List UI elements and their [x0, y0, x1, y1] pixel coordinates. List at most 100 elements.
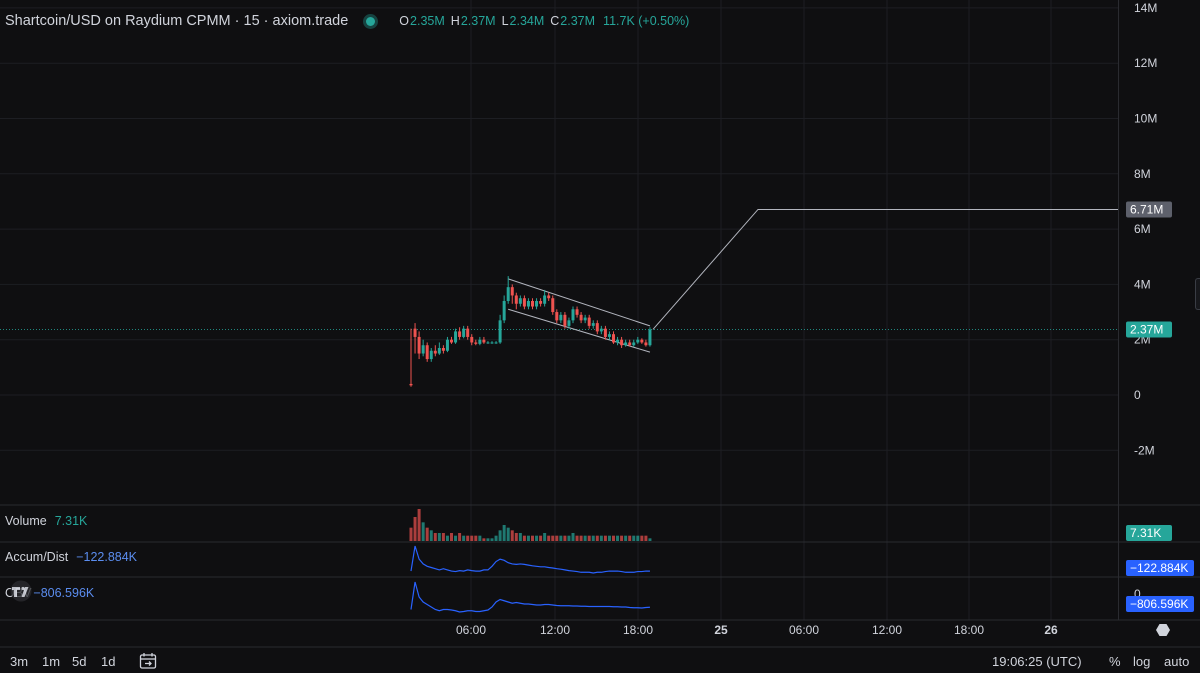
candle-body: [644, 342, 648, 346]
candle: [450, 336, 453, 344]
candle-body: [607, 334, 611, 337]
volume-bar: [466, 535, 470, 541]
candle-body: [474, 342, 478, 344]
volume-bar: [494, 535, 498, 541]
hexagon-settings-icon[interactable]: [1156, 623, 1170, 637]
volume-value: 7.31K: [54, 514, 88, 528]
high-value: 2.37M: [460, 14, 496, 28]
candle-body: [514, 295, 518, 304]
high-key: H: [450, 14, 460, 28]
accum-dist-pane-label[interactable]: Accum/Dist −122.884K: [5, 550, 137, 564]
volume-bar: [612, 535, 615, 541]
obv-axis-badge-bg: [1126, 596, 1194, 612]
candle-body: [433, 350, 437, 354]
candle: [559, 312, 563, 324]
candle-body: [478, 339, 482, 344]
volume-bar: [478, 535, 482, 541]
candle-body: [518, 298, 522, 304]
candle: [543, 289, 547, 307]
obv-value: −806.596K: [33, 586, 95, 600]
volume-bar: [547, 535, 551, 541]
candle-body: [502, 300, 506, 321]
candle-body: [571, 309, 575, 321]
candle-body: [624, 342, 628, 346]
candle: [607, 331, 611, 340]
accum-dist-axis-badge: −122.884K: [1126, 560, 1194, 576]
candle: [421, 339, 425, 357]
right-panel-toggle-handle[interactable]: [1195, 278, 1200, 310]
change-value: 11.7K (+0.50%): [603, 14, 690, 28]
candle: [531, 298, 534, 310]
candle: [583, 314, 587, 324]
volume-bar: [579, 535, 583, 541]
candle-body: [494, 342, 498, 344]
volume-bar: [409, 527, 413, 541]
candle-body: [587, 317, 591, 326]
candle: [506, 276, 510, 304]
candle-body: [551, 298, 555, 313]
candle-body: [441, 347, 445, 351]
volume-bar: [437, 533, 441, 541]
volume-bar: [603, 535, 607, 541]
candle: [510, 284, 514, 304]
volume-bar: [425, 527, 429, 541]
candle: [474, 339, 478, 346]
candle-body: [648, 329, 652, 346]
candle-body: [490, 342, 494, 344]
volume-bar: [433, 533, 437, 541]
calendar-goto-date-icon[interactable]: [139, 652, 157, 670]
volume-bar: [474, 535, 478, 541]
volume-bar: [648, 538, 652, 541]
candle-body: [628, 342, 632, 346]
time-tick-label: 18:00: [954, 623, 984, 637]
range-1m-button[interactable]: 1m: [42, 654, 61, 669]
price-tick-label: 12M: [1134, 56, 1157, 70]
volume-bar: [587, 535, 591, 541]
candle: [616, 336, 620, 346]
percent-scale-button[interactable]: %: [1109, 654, 1121, 669]
range-1d-button[interactable]: 1d: [101, 654, 116, 669]
open-key: O: [399, 14, 410, 28]
candle-body: [506, 287, 510, 301]
candle: [563, 312, 567, 329]
range-3m-button[interactable]: 3m: [10, 654, 29, 669]
candle: [462, 325, 466, 339]
candle-body: [482, 339, 486, 343]
range-5d-button[interactable]: 5d: [72, 654, 87, 669]
volume-bar: [413, 517, 417, 541]
candle-body: [563, 314, 567, 326]
volume-bar: [607, 535, 611, 541]
candlestick-series: [409, 276, 652, 387]
candle-body: [632, 342, 636, 346]
pane-separators: [0, 0, 1200, 648]
log-scale-button[interactable]: log: [1133, 654, 1151, 669]
candle-body: [575, 309, 579, 315]
open-value: 2.35M: [410, 14, 445, 28]
low-value: 2.34M: [509, 14, 545, 28]
symbol-title[interactable]: Shartcoin/USD on Raydium CPMM · 15 · axi…: [5, 13, 349, 29]
tradingview-logo-icon[interactable]: [6, 580, 36, 602]
indicator-series: [410, 545, 650, 613]
volume-bar: [514, 533, 518, 541]
volume-bar: [563, 535, 567, 541]
trend-line-price-badge-text: 6.71M: [1130, 202, 1163, 216]
auto-scale-button[interactable]: auto: [1164, 654, 1190, 669]
candle-body: [567, 320, 571, 326]
candle-body: [612, 334, 615, 343]
obv-axis-tick: 0: [1134, 587, 1141, 601]
volume-bar: [506, 527, 510, 541]
candle-body: [437, 347, 441, 354]
candle-body: [640, 339, 644, 343]
volume-bar: [441, 533, 445, 541]
utc-clock[interactable]: 19:06:25 (UTC): [992, 654, 1082, 669]
price-tick-label: 8M: [1134, 167, 1151, 181]
volume-pane-label[interactable]: Volume 7.31K: [5, 514, 87, 528]
obv-axis-badge: −806.596K: [1126, 596, 1194, 612]
volume-bar: [454, 535, 458, 541]
candle-body: [429, 350, 433, 360]
time-tick-label: 06:00: [789, 623, 819, 637]
volume-bar: [482, 538, 486, 541]
volume-bar: [632, 535, 636, 541]
